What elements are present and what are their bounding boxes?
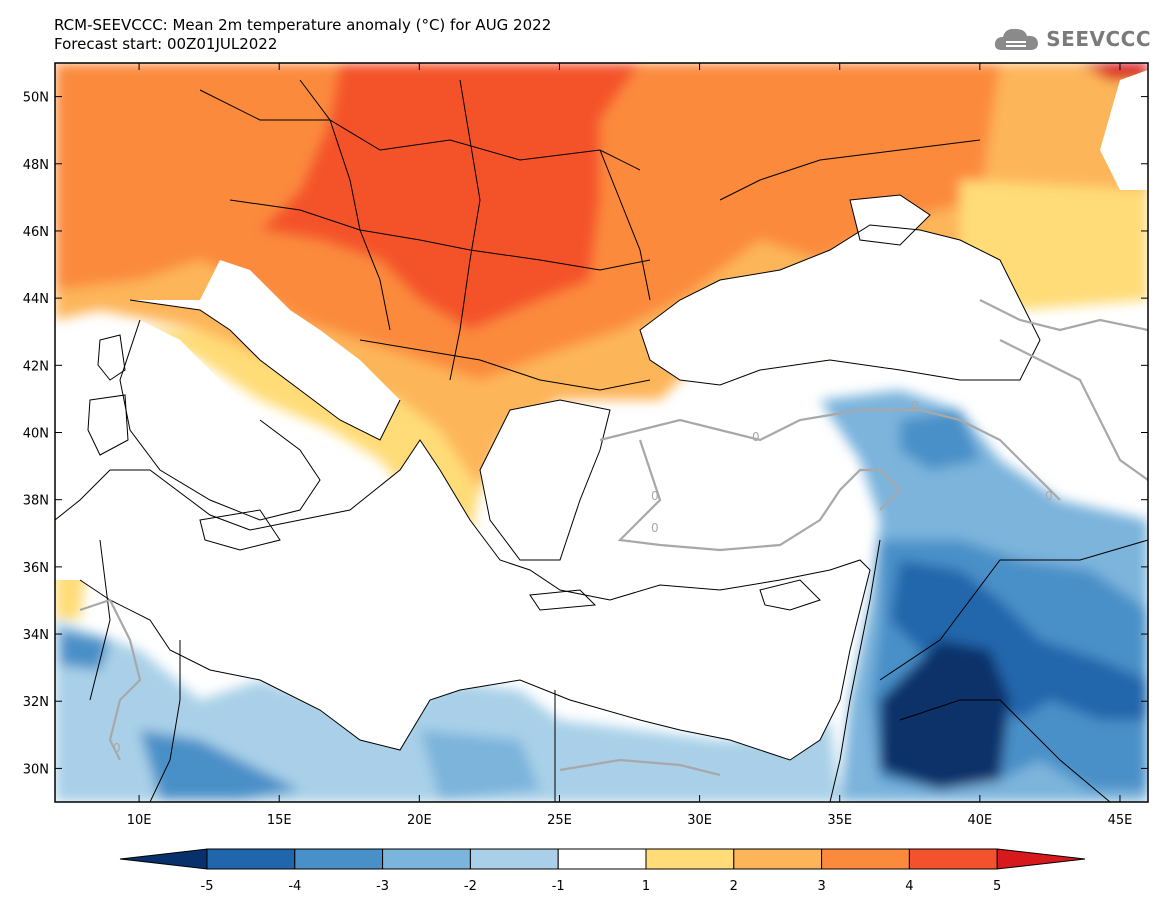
seas — [55, 70, 1148, 760]
longitude-axis: 10E 15E 20E 25E 30E 35E 40E 45E — [127, 63, 1133, 828]
colorbar-segment — [733, 848, 823, 870]
lat-label: 50N — [23, 91, 49, 106]
svg-text:0: 0 — [911, 399, 919, 413]
colorbar-tick-label: -4 — [288, 879, 301, 894]
lon-label: 25E — [547, 813, 572, 828]
colorbar: -5 -4 -3 -2 -1 1 2 3 4 5 — [119, 848, 1086, 894]
lon-label: 15E — [267, 813, 292, 828]
lat-label: 48N — [23, 158, 49, 173]
colorbar-tick-label: -3 — [376, 879, 389, 894]
colorbar-segment — [469, 848, 559, 870]
cloud-logo-icon — [995, 28, 1039, 50]
seevccc-logo: SEEVCCC — [992, 24, 1151, 54]
svg-text:0: 0 — [651, 521, 659, 535]
colorbar-segment — [645, 848, 735, 870]
coastlines — [55, 79, 1148, 802]
lon-label: 40E — [967, 813, 992, 828]
colorbar-segment — [206, 848, 296, 870]
lat-label: 42N — [23, 359, 49, 374]
lat-label: 32N — [23, 695, 49, 710]
colorbar-tick-label: 2 — [730, 879, 738, 894]
forecast-start-label: Forecast start: 00Z01JUL2022 — [54, 35, 278, 53]
lon-label: 20E — [407, 813, 432, 828]
svg-text:0: 0 — [1045, 489, 1053, 503]
lon-label: 45E — [1108, 813, 1133, 828]
cool-anomaly-region — [55, 390, 1148, 802]
svg-text:0: 0 — [651, 489, 659, 503]
latitude-axis: 50N 48N 46N 44N 42N 40N 38N 36N 34N 32N 30N — [23, 91, 1148, 777]
colorbar-segment — [382, 848, 471, 870]
lon-label: 35E — [827, 813, 852, 828]
colorbar-extend-low — [119, 848, 208, 870]
lat-label: 38N — [23, 494, 49, 509]
svg-text:0: 0 — [752, 430, 760, 444]
colorbar-extend-high — [996, 848, 1086, 870]
colorbar-tick-label: 1 — [642, 879, 650, 894]
contour-labels: 0 0 0 0 0 0 — [113, 399, 1053, 755]
lat-label: 34N — [23, 628, 49, 643]
map-title: RCM-SEEVCCC: Mean 2m temperature anomaly… — [54, 16, 552, 34]
colorbar-segment — [908, 848, 998, 870]
lat-label: 36N — [23, 561, 49, 576]
lat-label: 46N — [23, 225, 49, 240]
colorbar-tick-label: -1 — [552, 879, 565, 894]
colorbar-tick-label: -5 — [201, 879, 214, 894]
lat-label: 44N — [23, 292, 49, 307]
svg-text:0: 0 — [113, 741, 121, 755]
zero-contours — [79, 299, 1148, 777]
lat-label: 40N — [23, 427, 49, 442]
colorbar-tick-label: 5 — [993, 879, 1001, 894]
colorbar-segment — [557, 848, 647, 870]
lon-label: 10E — [127, 813, 152, 828]
map-field: 0 0 0 0 0 0 — [55, 63, 1148, 802]
colorbar-tick-label: 3 — [817, 879, 825, 894]
colorbar-tick-label: -2 — [464, 879, 477, 894]
colorbar-tick-label: 4 — [905, 879, 913, 894]
lat-label: 30N — [23, 762, 49, 777]
lon-label: 30E — [687, 813, 712, 828]
colorbar-segment — [294, 848, 384, 870]
colorbar-segment — [821, 848, 910, 870]
logo-text: SEEVCCC — [1046, 27, 1151, 51]
